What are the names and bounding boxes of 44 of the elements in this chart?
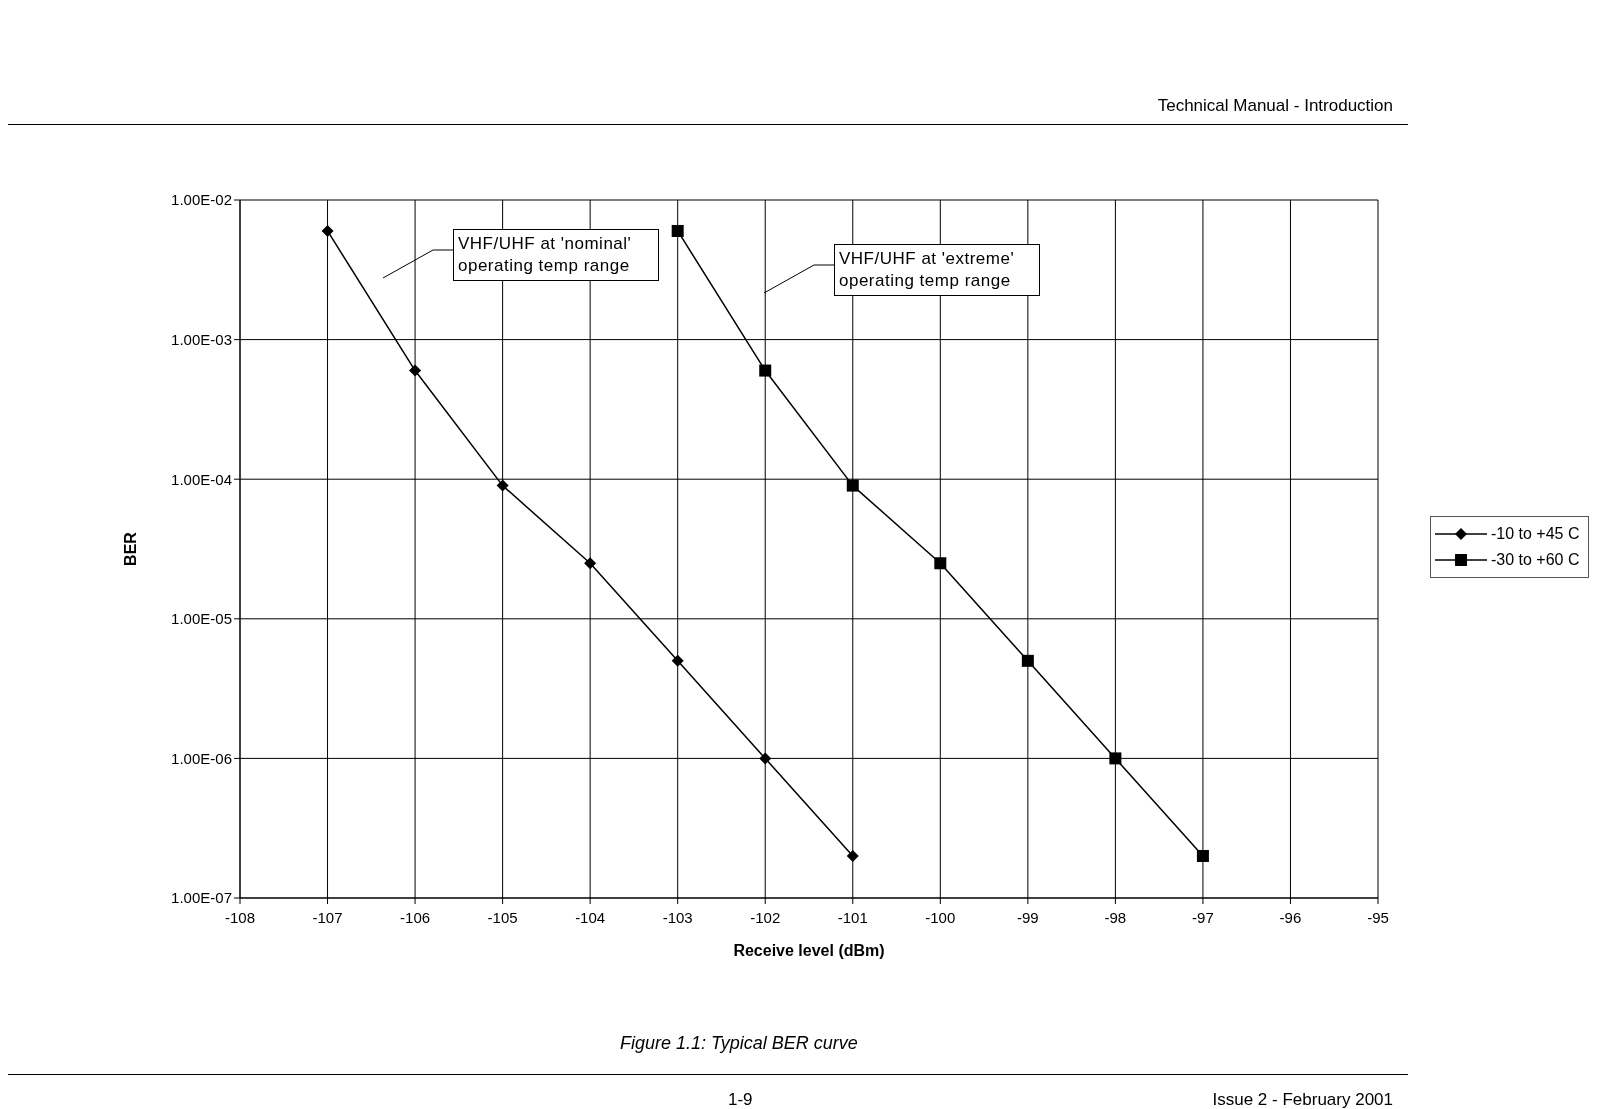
x-tick-label: -99 <box>1017 908 1039 926</box>
x-tick-label: -107 <box>312 908 343 926</box>
x-tick-label: -105 <box>487 908 518 926</box>
y-tick-label: 1.00E-02 <box>171 191 232 209</box>
legend-label: -10 to +45 C <box>1491 525 1580 543</box>
x-tick-label: -95 <box>1367 908 1389 926</box>
x-tick-label: -106 <box>400 908 431 926</box>
annotation: VHF/UHF at 'extreme' operating temp range <box>834 244 1040 296</box>
x-tick-label: -104 <box>575 908 606 926</box>
point <box>1021 654 1034 667</box>
x-tick-label: -100 <box>925 908 956 926</box>
point <box>1109 752 1122 765</box>
point <box>671 654 684 667</box>
text: Figure 1.1: Typical BER curve <box>620 1033 858 1054</box>
point <box>846 849 859 862</box>
text: 1-9 <box>728 1090 753 1109</box>
y-axis-title: BER <box>121 531 139 566</box>
y-tick-label: 1.00E-06 <box>171 749 232 767</box>
text: Issue 2 - February 2001 <box>1212 1090 1393 1109</box>
y-tick-label: 1.00E-07 <box>171 889 232 907</box>
y-tick-label: 1.00E-05 <box>171 610 232 628</box>
point <box>496 479 509 492</box>
point <box>846 479 859 492</box>
x-tick-label: -102 <box>750 908 781 926</box>
x-tick-label: -108 <box>224 908 256 926</box>
y-tick-label: 1.00E-04 <box>171 470 232 488</box>
point <box>321 224 334 237</box>
annotation: VHF/UHF at 'nominal' operating temp range <box>453 229 659 281</box>
point <box>671 224 684 237</box>
x-tick-label: -101 <box>837 908 868 926</box>
x-tick-label: -103 <box>662 908 693 926</box>
point <box>759 752 772 765</box>
point <box>759 364 772 377</box>
legend-label: -30 to +60 C <box>1491 551 1580 569</box>
x-tick-label: -96 <box>1279 908 1302 926</box>
x-axis-title: Receive level (dBm) <box>733 942 885 959</box>
point <box>584 557 597 570</box>
text: Technical Manual - Introduction <box>1157 96 1393 116</box>
point <box>934 557 947 570</box>
point <box>1196 849 1209 862</box>
x-tick-label: -97 <box>1192 908 1214 926</box>
point <box>409 364 422 377</box>
x-tick-label: -98 <box>1104 908 1127 926</box>
y-tick-label: 1.00E-03 <box>171 330 232 348</box>
